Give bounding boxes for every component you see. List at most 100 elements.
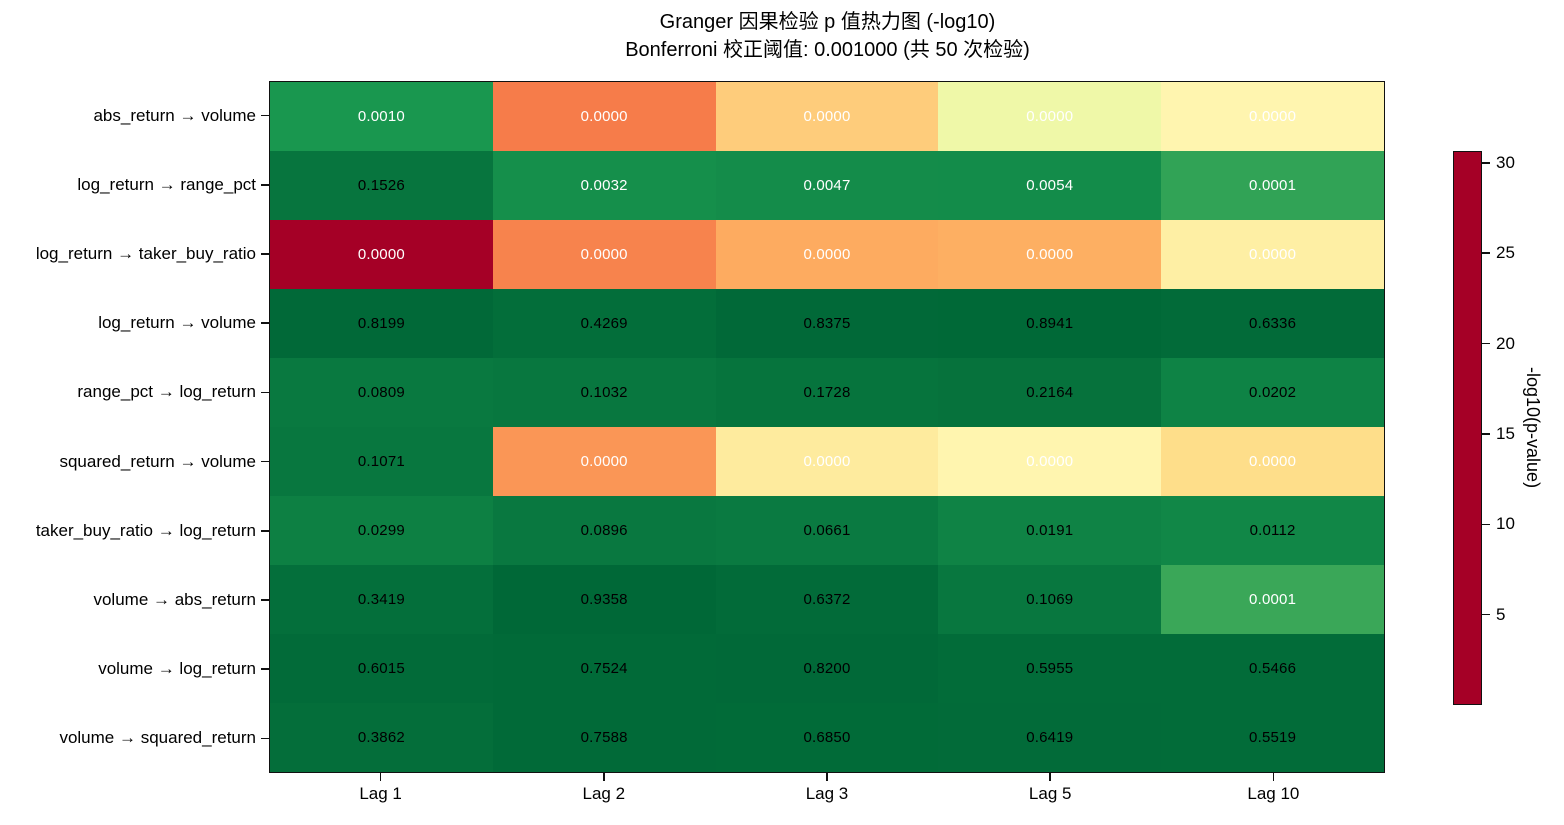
- colorbar-tick-label: 15: [1496, 423, 1515, 443]
- heatmap-cell: 0.0047: [715, 151, 939, 220]
- heatmap-cell: 0.4269: [492, 289, 716, 358]
- chart-title-line2: Bonferroni 校正阈值: 0.001000 (共 50 次检验): [625, 39, 1030, 61]
- heatmap-cell: 0.0001: [1161, 151, 1384, 220]
- x-tick-mark: [1272, 773, 1275, 781]
- heatmap-cell: 0.0032: [492, 151, 716, 220]
- x-tick-mark: [1049, 773, 1051, 781]
- heatmap-cell: 0.0000: [492, 427, 716, 496]
- y-axis-label: taker_buy_ratio → log_return: [35, 520, 256, 540]
- colorbar-tick-label: 30: [1496, 152, 1515, 172]
- heatmap-cell: 0.0896: [492, 496, 716, 565]
- x-tick-mark: [603, 773, 605, 781]
- heatmap-cell: 0.0000: [715, 427, 939, 496]
- y-tick-mark: [261, 253, 269, 255]
- chart-title-line1: Granger 因果检验 p 值热力图 (-log10): [659, 11, 996, 33]
- heatmap-cell: 0.8200: [715, 634, 939, 703]
- colorbar-tick-mark: [1482, 613, 1490, 616]
- y-tick-mark: [261, 599, 269, 601]
- heatmap-cell: 0.8375: [715, 289, 939, 358]
- y-axis-label: squared_return → volume: [59, 451, 256, 471]
- colorbar-gradient: [1454, 152, 1481, 704]
- heatmap-cell: 0.0112: [1161, 496, 1384, 565]
- y-tick-mark: [261, 737, 269, 740]
- heatmap-cell: 0.3862: [270, 703, 493, 772]
- y-tick-mark: [261, 114, 269, 117]
- colorbar-tick-label: 25: [1496, 243, 1515, 263]
- colorbar-tick-mark: [1482, 162, 1490, 164]
- colorbar-tick-mark: [1482, 523, 1490, 526]
- heatmap-cell: 0.1526: [270, 151, 493, 220]
- heatmap-cell: 0.6015: [270, 634, 493, 703]
- heatmap-cell: 0.0000: [270, 220, 493, 289]
- heatmap-cell: 0.0000: [492, 220, 716, 289]
- y-tick-mark: [261, 391, 269, 394]
- heatmap-cell: 0.0000: [492, 82, 716, 151]
- y-axis-label: volume → log_return: [98, 659, 256, 679]
- heatmap-cell: 0.1069: [938, 565, 1162, 634]
- chart-title: Granger 因果检验 p 值热力图 (-log10) Bonferroni …: [270, 8, 1385, 64]
- heatmap-cell: 0.0001: [1161, 565, 1384, 634]
- y-axis-label: range_pct → log_return: [77, 382, 256, 402]
- colorbar-tick-label: 20: [1496, 333, 1515, 353]
- heatmap-grid: 0.0010 0.0000 0.0000 0.0000 0.0000 0.1526 0.00…: [269, 81, 1385, 773]
- heatmap-cell: 0.2164: [938, 358, 1162, 427]
- colorbar-tick-mark: [1482, 252, 1490, 255]
- heatmap-cell: 0.0000: [938, 220, 1162, 289]
- y-tick-mark: [261, 530, 269, 532]
- heatmap-cell: 0.7588: [492, 703, 716, 772]
- heatmap-cell: 0.6372: [715, 565, 939, 634]
- colorbar-label: -log10(p-value): [1523, 367, 1543, 489]
- y-axis-label: volume → squared_return: [59, 728, 256, 748]
- heatmap-cell: 0.0000: [1161, 82, 1384, 151]
- colorbar-tick-mark: [1482, 433, 1490, 435]
- heatmap-cell: 0.0054: [938, 151, 1162, 220]
- y-tick-mark: [261, 460, 269, 463]
- heatmap-cell: 0.9358: [492, 565, 716, 634]
- heatmap-cell: 0.0000: [938, 427, 1162, 496]
- colorbar-tick-mark: [1482, 342, 1490, 345]
- heatmap-cell: 0.0299: [270, 496, 493, 565]
- colorbar-tick-label: 5: [1496, 604, 1506, 624]
- heatmap-cell: 0.8941: [938, 289, 1162, 358]
- y-tick-mark: [261, 668, 269, 670]
- heatmap-cell: 0.0661: [715, 496, 939, 565]
- heatmap-cell: 0.0000: [938, 82, 1162, 151]
- colorbar: [1453, 151, 1482, 705]
- heatmap-cell: 0.7524: [492, 634, 716, 703]
- x-axis-label: Lag 2: [582, 784, 626, 803]
- y-axis-label: abs_return → volume: [93, 105, 256, 125]
- x-axis-label: Lag 5: [1028, 784, 1072, 803]
- heatmap-cell: 0.0191: [938, 496, 1162, 565]
- y-axis-label: log_return → taker_buy_ratio: [35, 244, 256, 263]
- heatmap-cell: 0.3419: [270, 565, 493, 634]
- x-tick-mark: [379, 773, 382, 781]
- y-tick-mark: [261, 322, 269, 324]
- heatmap-cell: 0.6336: [1161, 289, 1384, 358]
- heatmap-cell: 0.0000: [715, 82, 939, 151]
- heatmap-cell: 0.0010: [270, 82, 493, 151]
- x-tick-mark: [826, 773, 828, 781]
- x-axis-label: Lag 10: [1247, 784, 1300, 803]
- x-axis-label: Lag 3: [805, 784, 849, 803]
- heatmap-cell: 0.5955: [938, 634, 1162, 703]
- heatmap-cell: 0.1728: [715, 358, 939, 427]
- heatmap-cell: 0.1032: [492, 358, 716, 427]
- heatmap-cell: 0.5466: [1161, 634, 1384, 703]
- heatmap-cell: 0.8199: [270, 289, 493, 358]
- heatmap-cell: 0.6419: [938, 703, 1162, 772]
- heatmap-cell: 0.0000: [1161, 220, 1384, 289]
- heatmap-cell: 0.0000: [715, 220, 939, 289]
- y-axis-label: log_return → volume: [98, 313, 256, 333]
- y-tick-mark: [261, 184, 269, 186]
- heatmap-cell: 0.0202: [1161, 358, 1384, 427]
- heatmap-cell: 0.0000: [1161, 427, 1384, 496]
- heatmap-cell: 0.5519: [1161, 703, 1384, 772]
- colorbar-tick-label: 10: [1496, 514, 1515, 534]
- x-axis-label: Lag 1: [359, 784, 402, 803]
- heatmap-cell: 0.6850: [715, 703, 939, 772]
- heatmap-cell: 0.0809: [270, 358, 493, 427]
- y-axis-label: log_return → range_pct: [77, 174, 256, 194]
- y-axis-label: volume → abs_return: [93, 590, 256, 609]
- heatmap-cell: 0.1071: [270, 427, 493, 496]
